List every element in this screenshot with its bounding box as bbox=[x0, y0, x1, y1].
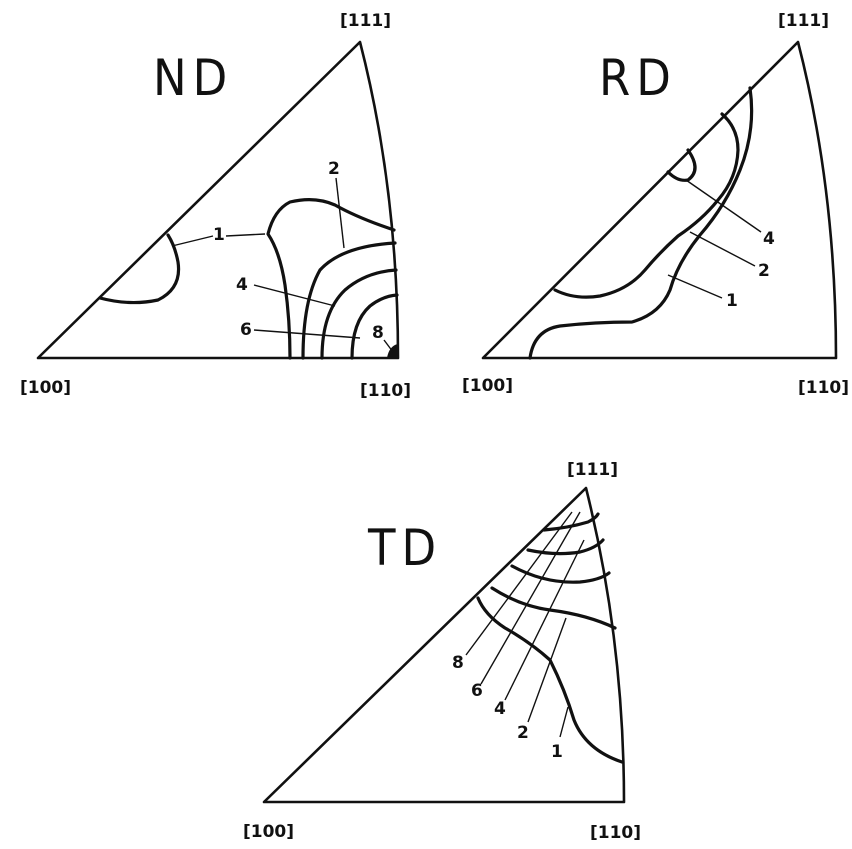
nd-label-4: 4 bbox=[236, 275, 248, 295]
nd-contour-4 bbox=[320, 268, 398, 360]
panel-td-triangle bbox=[262, 486, 626, 804]
td-label-4: 4 bbox=[494, 699, 506, 719]
nd-leader-4 bbox=[253, 284, 336, 307]
rd-corner-100: [100] bbox=[462, 376, 513, 396]
td-label-6: 6 bbox=[471, 681, 483, 701]
nd-contour-1b bbox=[266, 198, 396, 360]
nd-contour-6 bbox=[350, 293, 399, 360]
panel-td-title: TD bbox=[367, 519, 442, 577]
rd-label-4: 4 bbox=[763, 229, 775, 249]
nd-leader-2 bbox=[335, 177, 345, 249]
panel-nd-title: ND bbox=[153, 49, 233, 107]
td-contour-8 bbox=[542, 512, 600, 532]
rd-contour-2 bbox=[553, 112, 740, 299]
nd-leader-1b bbox=[171, 235, 214, 247]
nd-leader-1 bbox=[225, 233, 266, 237]
nd-label-8: 8 bbox=[372, 323, 384, 343]
td-label-2: 2 bbox=[517, 723, 529, 743]
panel-td: TD 8 6 4 2 1 [111] [100] [110] bbox=[243, 460, 641, 843]
rd-corner-111: [111] bbox=[778, 11, 829, 31]
rd-contour-1 bbox=[528, 86, 754, 360]
td-label-1: 1 bbox=[551, 742, 563, 762]
nd-corner-100: [100] bbox=[20, 378, 71, 398]
panel-nd-triangle bbox=[36, 40, 400, 360]
rd-contour-4 bbox=[666, 148, 697, 182]
td-leader-2 bbox=[527, 617, 567, 723]
td-leader-4 bbox=[504, 539, 585, 701]
rd-corner-110: [110] bbox=[798, 378, 849, 398]
nd-corner-111: [111] bbox=[340, 11, 391, 31]
rd-leader-2 bbox=[689, 231, 756, 267]
td-contour-4 bbox=[510, 564, 611, 584]
td-corner-100: [100] bbox=[243, 822, 294, 842]
panel-nd: ND 1 2 4 6 8 [111] [100] [110] bbox=[20, 11, 411, 401]
td-leader-6 bbox=[480, 511, 581, 685]
nd-contour-1a bbox=[98, 233, 181, 305]
nd-leader-6 bbox=[253, 329, 361, 339]
panel-rd-title: RD bbox=[599, 49, 677, 107]
nd-label-2: 2 bbox=[328, 159, 340, 179]
rd-leader-4 bbox=[685, 179, 762, 233]
td-contour-6 bbox=[526, 538, 605, 556]
td-corner-111: [111] bbox=[567, 460, 618, 480]
td-leader-8 bbox=[465, 511, 573, 656]
td-leader-1 bbox=[559, 706, 569, 738]
nd-label-1: 1 bbox=[213, 225, 225, 245]
nd-contour-2 bbox=[301, 241, 397, 360]
rd-label-1: 1 bbox=[726, 291, 738, 311]
td-corner-110: [110] bbox=[590, 823, 641, 843]
td-label-8: 8 bbox=[452, 653, 464, 673]
rd-label-2: 2 bbox=[758, 261, 770, 281]
panel-rd: RD 4 2 1 [111] [100] [110] bbox=[462, 11, 849, 398]
rd-leader-1 bbox=[667, 274, 723, 299]
panel-rd-triangle bbox=[481, 40, 838, 360]
nd-corner-110: [110] bbox=[360, 381, 411, 401]
nd-label-6: 6 bbox=[240, 320, 252, 340]
nd-leader-8 bbox=[383, 339, 394, 353]
